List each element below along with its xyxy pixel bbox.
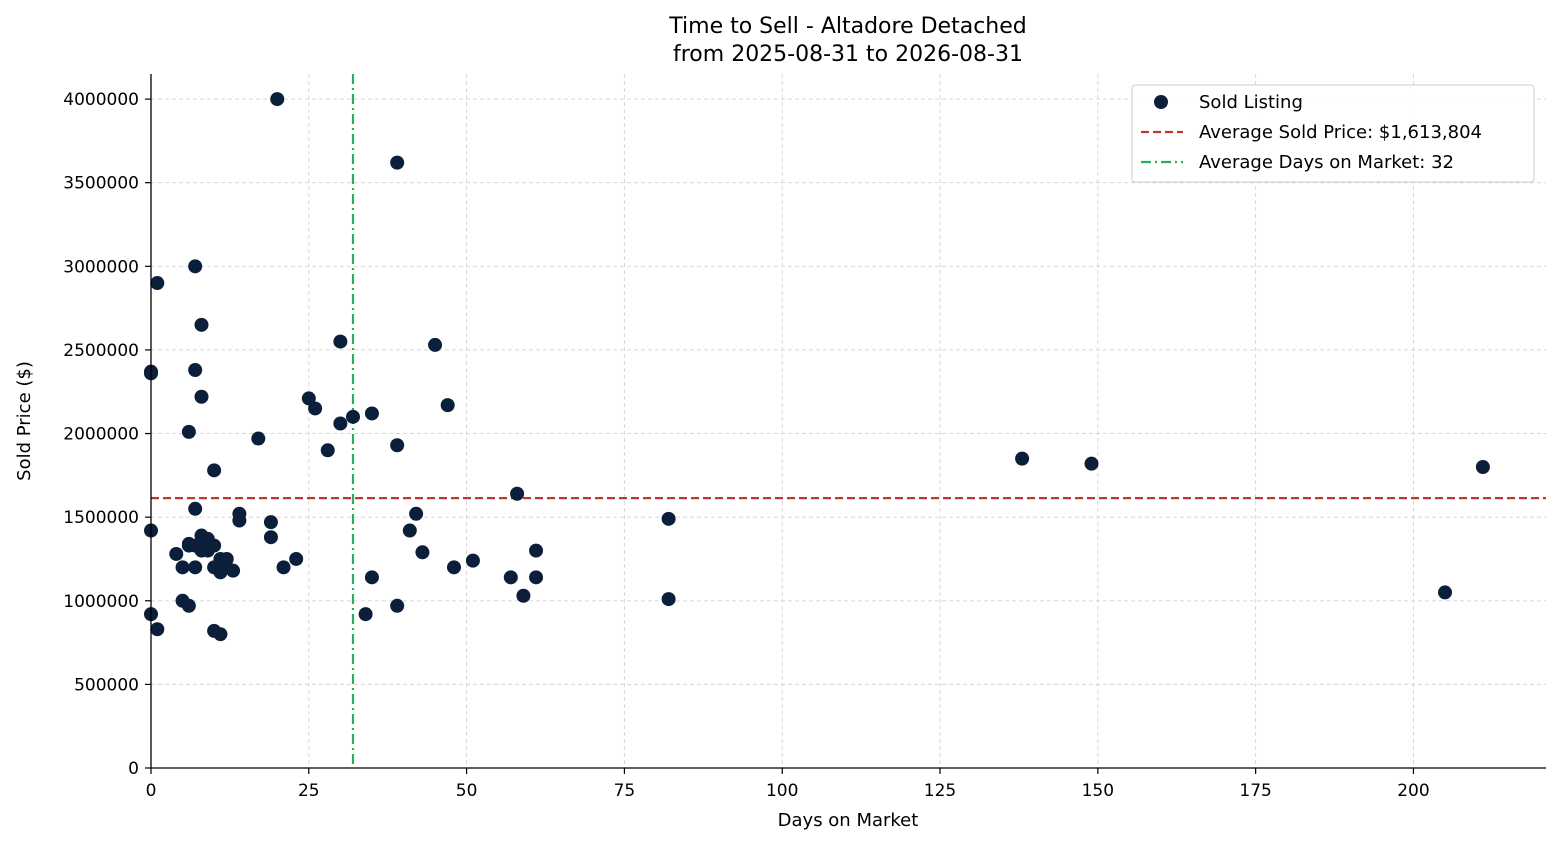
data-point xyxy=(1015,451,1030,466)
y-tick-label: 1500000 xyxy=(63,508,139,528)
data-point xyxy=(194,389,209,404)
data-point xyxy=(345,409,360,424)
x-tick-label: 0 xyxy=(146,781,157,801)
data-point xyxy=(364,570,379,585)
legend-label-average-price: Average Sold Price: $1,613,804 xyxy=(1199,122,1482,143)
data-point xyxy=(402,523,417,538)
legend-box xyxy=(1131,84,1535,183)
data-point xyxy=(415,545,430,560)
y-tick-label: 2500000 xyxy=(63,341,139,361)
y-axis-ticks: 0 500000 1000000 1500000 2000000 2500000 30000… xyxy=(63,90,151,779)
data-point xyxy=(251,431,266,446)
data-point xyxy=(194,317,209,332)
data-point xyxy=(390,155,405,170)
data-point xyxy=(263,515,278,530)
y-tick-label: 2000000 xyxy=(63,425,139,445)
x-tick-label: 200 xyxy=(1397,781,1429,801)
legend-label-average-days: Average Days on Market: 32 xyxy=(1199,152,1454,173)
data-point xyxy=(188,560,203,575)
data-point xyxy=(207,538,222,553)
y-tick-label: 1000000 xyxy=(63,592,139,612)
x-tick-label: 150 xyxy=(1082,781,1114,801)
data-point xyxy=(358,607,373,622)
data-point xyxy=(1438,585,1453,600)
data-point xyxy=(516,588,531,603)
data-point xyxy=(188,259,203,274)
data-point xyxy=(510,486,525,501)
data-point xyxy=(409,506,424,521)
x-tick-label: 125 xyxy=(924,781,956,801)
data-point xyxy=(320,443,335,458)
data-point xyxy=(390,598,405,613)
data-point xyxy=(465,553,480,568)
legend-label-sold-listing: Sold Listing xyxy=(1199,92,1303,113)
data-point xyxy=(1084,456,1099,471)
data-point xyxy=(503,570,518,585)
data-point xyxy=(301,391,316,406)
data-point xyxy=(181,424,196,439)
y-tick-label: 500000 xyxy=(74,675,139,695)
data-point xyxy=(333,334,348,349)
data-point xyxy=(270,92,285,107)
data-point xyxy=(188,501,203,516)
data-point xyxy=(390,438,405,453)
data-point xyxy=(661,511,676,526)
data-point xyxy=(181,598,196,613)
data-point xyxy=(207,463,222,478)
data-point xyxy=(333,416,348,431)
data-point xyxy=(150,276,165,291)
y-tick-label: 3000000 xyxy=(63,257,139,277)
y-axis-label: Sold Price ($) xyxy=(14,361,35,481)
y-tick-label: 3500000 xyxy=(63,174,139,194)
y-tick-label: 4000000 xyxy=(63,90,139,110)
x-axis-ticks: 0 25 50 75 100 125 150 175 200 xyxy=(146,768,1430,801)
data-point xyxy=(263,530,278,545)
x-tick-label: 100 xyxy=(766,781,798,801)
data-point xyxy=(188,362,203,377)
data-point xyxy=(175,560,190,575)
data-point xyxy=(232,513,247,528)
data-point xyxy=(529,570,544,585)
data-point xyxy=(446,560,461,575)
data-point xyxy=(150,622,165,637)
x-tick-label: 25 xyxy=(298,781,320,801)
data-point xyxy=(1475,459,1490,474)
chart-title-line-1: Time to Sell - Altadore Detached xyxy=(668,14,1026,39)
x-axis-label: Days on Market xyxy=(778,810,919,831)
legend: Sold Listing Average Sold Price: $1,613,… xyxy=(1131,84,1535,183)
chart-title-line-2: from 2025-08-31 to 2026-08-31 xyxy=(673,42,1023,67)
data-point xyxy=(169,546,184,561)
data-point xyxy=(226,563,241,578)
data-point xyxy=(661,592,676,607)
data-points xyxy=(144,92,1490,642)
x-tick-label: 50 xyxy=(456,781,478,801)
x-tick-label: 175 xyxy=(1239,781,1271,801)
legend-marker-sold-listing xyxy=(1154,95,1168,109)
data-point xyxy=(276,560,291,575)
data-point xyxy=(364,406,379,421)
data-point xyxy=(529,543,544,558)
data-point xyxy=(308,401,323,416)
data-point xyxy=(213,627,228,642)
x-tick-label: 75 xyxy=(614,781,636,801)
data-point xyxy=(440,398,455,413)
data-point xyxy=(428,337,443,352)
data-point xyxy=(289,551,304,566)
y-tick-label: 0 xyxy=(128,759,139,779)
